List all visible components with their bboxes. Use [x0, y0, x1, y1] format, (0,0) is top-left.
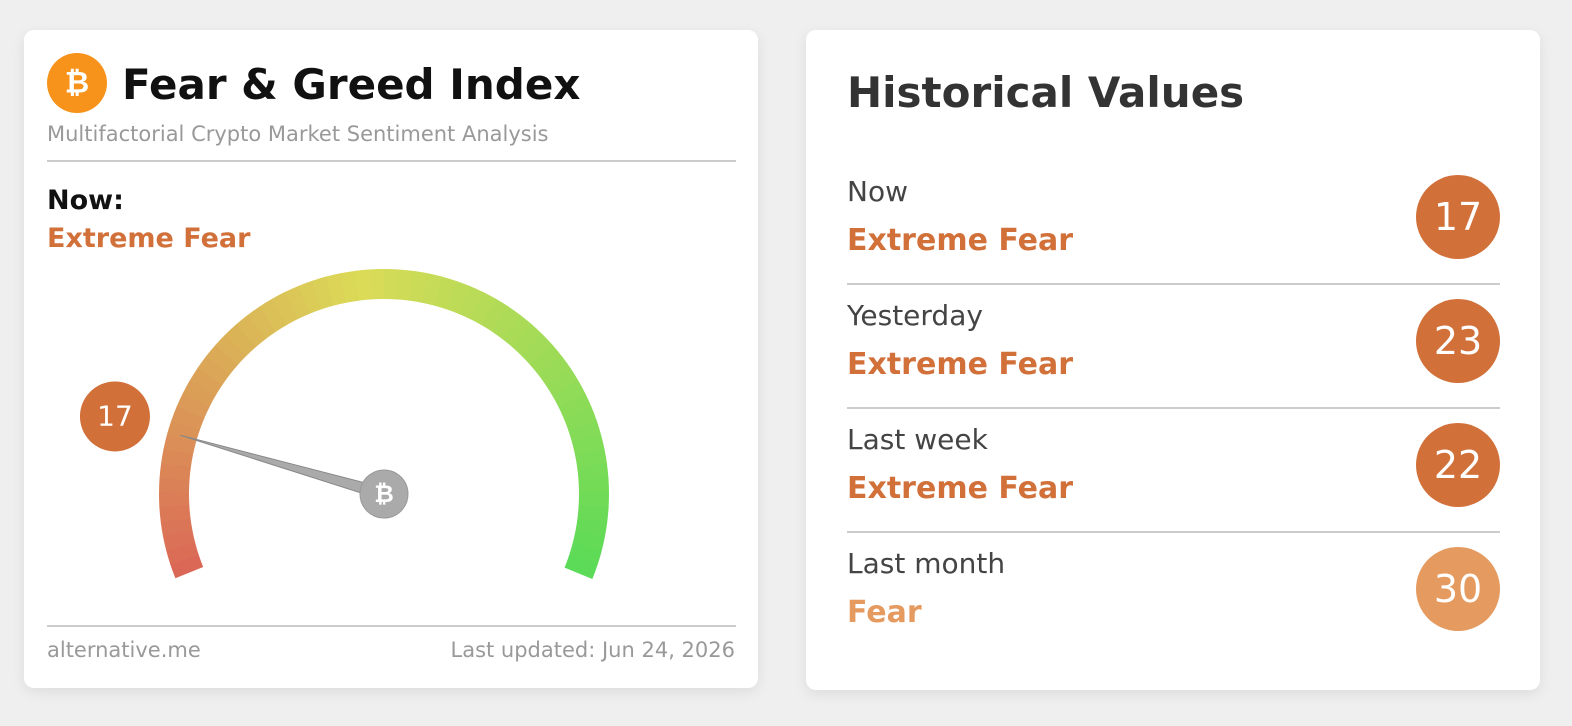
- arc-segment: [538, 356, 571, 386]
- arc-segment: [159, 462, 191, 481]
- arc-segment: [578, 477, 609, 494]
- arc-segment: [563, 406, 597, 432]
- arc-segment: [170, 554, 204, 579]
- bitcoin-symbol: ₿: [65, 66, 89, 101]
- arc-segment: [311, 276, 335, 310]
- arc-segment: [469, 292, 497, 326]
- classification: Extreme Fear: [847, 223, 1074, 258]
- arc-segment: [215, 333, 248, 365]
- arc-segment: [326, 273, 347, 306]
- arc-segment: [545, 368, 579, 397]
- period: Yesterday: [847, 299, 983, 332]
- period: Last week: [847, 423, 988, 456]
- arc-segment: [161, 448, 194, 468]
- index-card: ₿ ₿ 17 Fear & Greed Index Multifactorial …: [24, 30, 758, 688]
- history-title: Historical Values: [847, 68, 1245, 117]
- needle: [180, 434, 387, 501]
- divider: [847, 283, 1500, 285]
- arc-segment: [521, 334, 554, 366]
- arc-segment: [421, 273, 443, 306]
- arc-segment: [564, 555, 598, 579]
- arc-segment: [340, 270, 360, 303]
- needle-hub: [359, 469, 409, 519]
- period: Last month: [847, 547, 1006, 580]
- value-label: 17: [97, 399, 133, 432]
- arc-segment: [259, 298, 288, 332]
- arc-segment: [434, 276, 457, 310]
- arc-segment: [197, 355, 231, 386]
- arc-segment: [162, 529, 196, 551]
- arc-segment: [176, 392, 210, 419]
- arc-segment: [458, 285, 484, 320]
- arc-segment: [512, 324, 544, 357]
- arc-segment: [572, 530, 606, 552]
- subtitle: Multifactorial Crypto Market Sentiment A…: [47, 122, 549, 146]
- arc-segment: [481, 298, 510, 332]
- arc-segment: [409, 270, 429, 303]
- arc-segment: [159, 477, 190, 493]
- arc-segment: [552, 380, 586, 408]
- arc-segment: [568, 542, 602, 566]
- arc-segment: [502, 315, 533, 348]
- value-badge: 30: [1416, 547, 1500, 631]
- arc-segment: [530, 345, 563, 376]
- arc-segment: [572, 434, 605, 456]
- arc-segment: [568, 420, 602, 444]
- arc-segment: [189, 367, 223, 396]
- hub-symbol: ₿: [374, 480, 394, 508]
- arc-segment: [284, 285, 311, 319]
- arc-segment: [166, 542, 199, 565]
- arc-segment: [491, 306, 522, 340]
- classification: Extreme Fear: [847, 347, 1074, 382]
- arc-segment: [247, 306, 277, 340]
- last-updated: Last updated: Jun 24, 2026: [450, 638, 736, 662]
- arc-segment: [163, 433, 197, 455]
- arc-segment: [160, 517, 193, 537]
- arc-segment: [558, 393, 592, 420]
- arc-segment: [577, 463, 609, 481]
- classification: Extreme Fear: [847, 471, 1074, 506]
- arc-segment: [446, 280, 471, 315]
- arc-segment: [159, 504, 191, 522]
- arc-segment: [271, 291, 299, 325]
- arc-segment: [577, 505, 609, 523]
- arc-segment: [225, 323, 257, 356]
- value-badge: 17: [1416, 175, 1500, 259]
- now-label: Now:: [47, 185, 124, 216]
- bitcoin-icon: [47, 53, 107, 113]
- arc-segment: [206, 344, 239, 375]
- history-card: Historical Values Now Extreme Fear 17 Yeste…: [806, 30, 1540, 690]
- arc-segment: [298, 280, 323, 314]
- arc-segment: [354, 269, 373, 301]
- classification: Fear: [847, 595, 922, 630]
- arc-segment: [396, 269, 414, 301]
- arc-segment: [182, 379, 216, 407]
- arc-segment: [575, 517, 608, 537]
- period: Now: [847, 175, 908, 208]
- value-badge: 23: [1416, 299, 1500, 383]
- gauge: ₿ ₿ 17: [47, 53, 736, 627]
- arc-segment: [171, 406, 205, 431]
- now-classification: Extreme Fear: [47, 223, 251, 254]
- gauge-arc: [159, 269, 609, 579]
- divider: [847, 407, 1500, 409]
- value-badge: [79, 381, 150, 452]
- divider: [847, 531, 1500, 533]
- value-badge: 22: [1416, 423, 1500, 507]
- arc-segment: [574, 448, 607, 469]
- arc-segment: [236, 314, 267, 348]
- source: alternative.me: [47, 638, 201, 662]
- title: Fear & Greed Index: [122, 60, 581, 109]
